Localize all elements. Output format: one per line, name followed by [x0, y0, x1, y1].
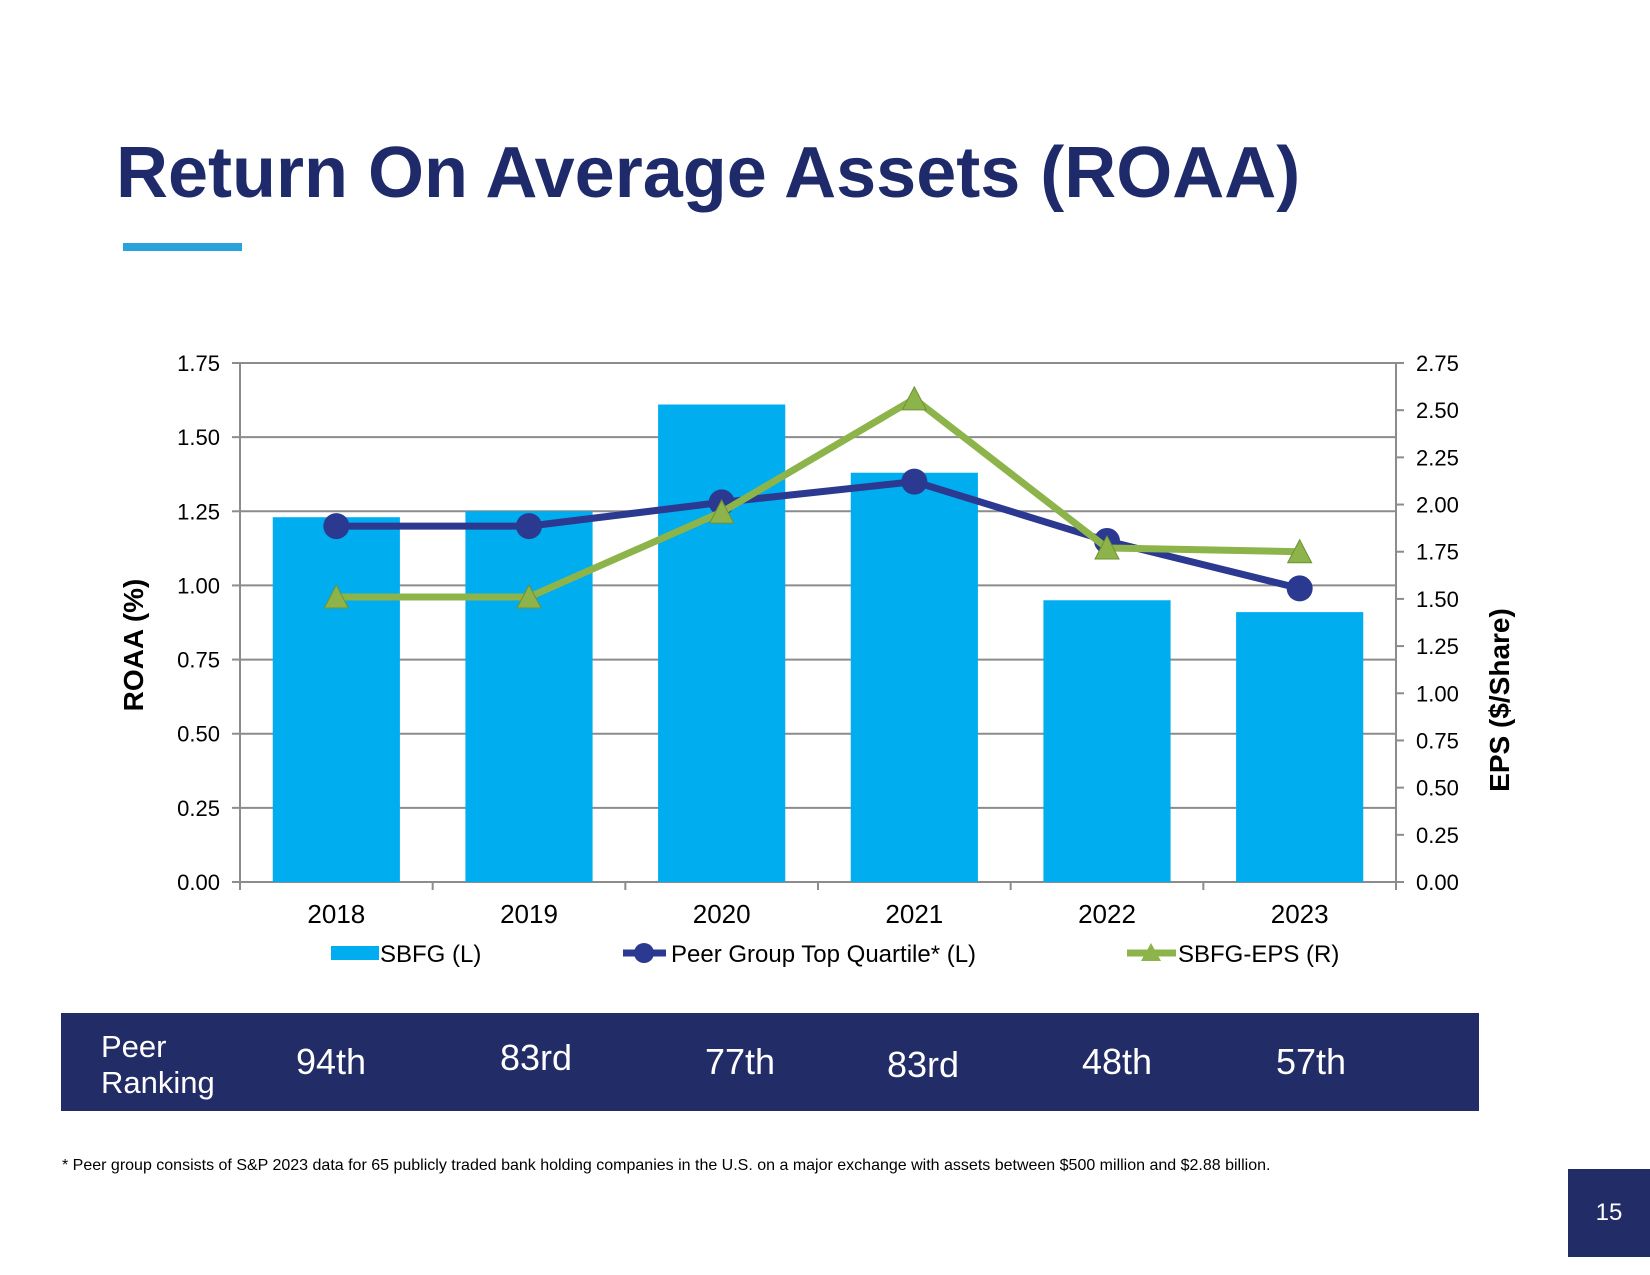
footnote: * Peer group consists of S&P 2023 data f… — [62, 1157, 1271, 1174]
x-axis-label-2019: 2019 — [500, 899, 558, 929]
peer-group-point-2023 — [1286, 575, 1313, 602]
legend-label-eps: SBFG-EPS (R) — [1178, 941, 1339, 968]
right-axis-tick-label: 2.75 — [1416, 351, 1459, 376]
left-axis-tick-label: 0.50 — [177, 722, 220, 747]
bar-sbfg-2022 — [1043, 600, 1171, 882]
page-title: Return On Average Assets (ROAA) — [116, 133, 1301, 213]
sbfg-eps-point-2021 — [901, 385, 928, 411]
right-axis-tick-label: 0.75 — [1416, 728, 1459, 753]
peer-group-point-2019 — [516, 513, 542, 540]
page-number: 15 — [1568, 1169, 1650, 1257]
sbfg-eps-point-2020 — [708, 499, 735, 524]
right-axis-tick-label: 1.75 — [1416, 540, 1459, 565]
right-axis-tick-label: 1.25 — [1416, 634, 1459, 659]
peer-ranking-2019: 83rd — [499, 1037, 573, 1078]
x-axis-label-2021: 2021 — [885, 899, 943, 929]
x-axis-label-2022: 2022 — [1078, 899, 1136, 929]
legend-swatch-peer-marker — [634, 943, 654, 963]
legend-label-peer: Peer Group Top Quartile* (L) — [671, 941, 976, 968]
peer-ranking-2018: 94th — [295, 1041, 367, 1082]
left-axis-title: ROAA (%) — [118, 579, 149, 712]
x-axis-label-2018: 2018 — [307, 899, 365, 929]
bar-sbfg-2023 — [1236, 612, 1364, 882]
x-axis-label-2023: 2023 — [1271, 899, 1329, 929]
x-axis-label-2020: 2020 — [693, 899, 751, 929]
left-axis-tick-label: 1.75 — [177, 351, 220, 376]
right-axis-tick-label: 0.00 — [1416, 870, 1459, 895]
peer-ranking-bar: Peer Ranking 94th 83rd 77th 83rd 48th 57… — [61, 1013, 1479, 1111]
sbfg-eps-point-2018 — [323, 583, 350, 609]
left-axis-tick-label: 0.75 — [177, 648, 220, 673]
bar-sbfg-2021 — [850, 472, 978, 882]
right-axis-tick-label: 1.00 — [1416, 681, 1459, 706]
right-axis-tick-label: 0.50 — [1416, 776, 1459, 801]
sbfg-eps-point-2022 — [1094, 534, 1120, 560]
right-axis-tick-label: 1.50 — [1416, 587, 1459, 612]
bar-sbfg-2019 — [465, 511, 593, 882]
legend-label-sbfg: SBFG (L) — [380, 941, 481, 968]
left-axis-tick-label: 1.50 — [177, 425, 220, 450]
left-axis-tick-label: 0.00 — [177, 870, 220, 895]
bar-sbfg-2018 — [272, 517, 400, 882]
peer-ranking-2022: 48th — [1081, 1041, 1153, 1082]
sbfg-eps-point-2019 — [516, 583, 542, 609]
right-axis-title: EPS ($/Share) — [1484, 608, 1515, 792]
peer-ranking-2020: 77th — [704, 1041, 776, 1082]
left-axis-tick-label: 0.25 — [177, 796, 220, 821]
right-axis-tick-label: 2.25 — [1416, 445, 1459, 470]
left-axis-tick-label: 1.00 — [177, 573, 220, 598]
legend-swatch-eps-marker — [1141, 943, 1161, 961]
legend-swatch-sbfg — [331, 946, 379, 960]
peer-ranking-2021: 83rd — [886, 1044, 960, 1085]
peer-ranking-label: Peer Ranking — [101, 1029, 215, 1100]
peer-group-point-2021 — [901, 468, 928, 495]
peer-ranking-2023: 57th — [1275, 1041, 1347, 1082]
peer-group-point-2018 — [323, 513, 350, 540]
title-underline — [123, 243, 242, 251]
right-axis-tick-label: 2.50 — [1416, 398, 1459, 423]
right-axis-tick-label: 2.00 — [1416, 493, 1459, 518]
roaa-chart: 0.00 0.25 0.50 0.75 1.00 1.25 1.50 1.75 0.00 0.25… — [118, 351, 1515, 968]
sbfg-eps-point-2023 — [1286, 538, 1313, 564]
left-axis-tick-label: 1.25 — [177, 499, 220, 524]
right-axis-tick-label: 0.25 — [1416, 823, 1459, 848]
sbfg-eps-line — [336, 395, 1300, 601]
bar-sbfg-2020 — [658, 404, 786, 882]
